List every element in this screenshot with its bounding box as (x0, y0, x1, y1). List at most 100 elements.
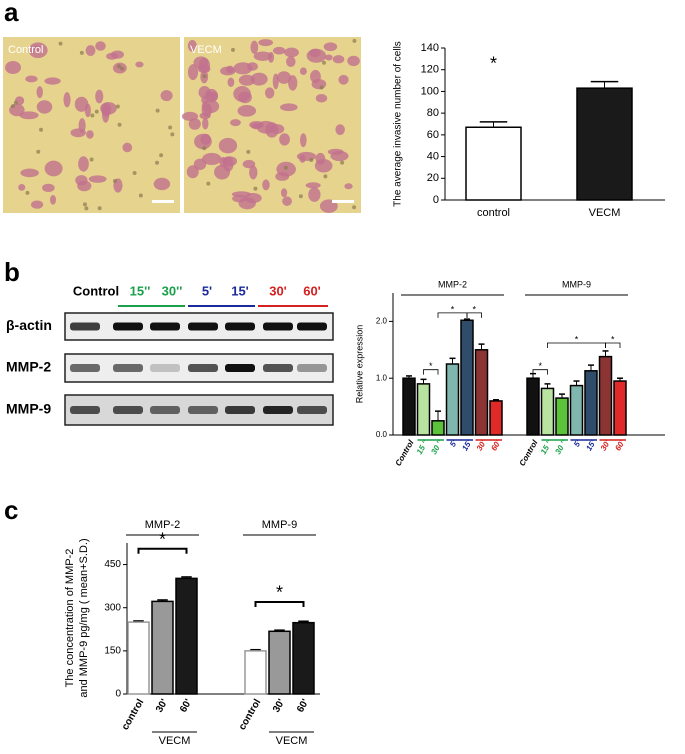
cell (246, 62, 258, 71)
cell (344, 183, 353, 190)
y-axis-label: Relative expression (354, 325, 364, 404)
band (297, 406, 327, 414)
cell (347, 55, 360, 67)
cell (44, 77, 61, 85)
significance-bracket (466, 312, 482, 318)
band (297, 322, 327, 331)
micrograph (3, 37, 180, 213)
pore (340, 160, 345, 165)
bar (292, 621, 315, 695)
cell (279, 133, 290, 146)
pore (321, 60, 326, 65)
cell (202, 117, 209, 130)
cell (202, 152, 222, 166)
y-tick-label: 0 (433, 194, 439, 206)
bar (244, 650, 267, 695)
y-axis-label: The concentration of MMP-2 (64, 549, 76, 688)
y-tick-label: 1.0 (376, 373, 388, 382)
x-tick-label: 5' (572, 438, 584, 449)
cell (276, 71, 292, 84)
band (113, 406, 143, 414)
y-tick-label: 150 (104, 645, 121, 656)
cell (275, 171, 290, 181)
band (188, 322, 218, 331)
lane-label: 5' (202, 283, 212, 298)
significance-bracket (423, 369, 439, 375)
bar (445, 363, 460, 436)
cell (332, 55, 345, 64)
cell (280, 188, 288, 198)
pore (58, 41, 63, 46)
cell (218, 137, 238, 154)
x-tick-label: control (120, 697, 147, 732)
pore (230, 47, 235, 52)
cell (227, 77, 235, 87)
pore (206, 181, 211, 186)
significance-mark: * (575, 334, 579, 344)
significance-bracket (605, 342, 621, 348)
bar (584, 370, 598, 436)
cell (299, 133, 307, 148)
cell (122, 142, 133, 153)
pore (94, 109, 99, 114)
y-tick-label: 40 (427, 150, 439, 162)
cell (49, 195, 57, 205)
significance-mark: * (538, 361, 542, 371)
image-label: VECM (190, 44, 222, 56)
lane-label: Control (73, 283, 119, 298)
cell (95, 41, 106, 51)
cell (299, 67, 307, 75)
panel-label: b (4, 257, 20, 287)
bar (175, 577, 198, 695)
category-group: VECM (276, 735, 308, 747)
pore (352, 38, 357, 43)
y-axis-label: and MMP-9 pg/mg ( mean+S.D.) (78, 538, 90, 697)
cell (85, 45, 96, 57)
significance-mark: * (611, 334, 615, 344)
bar (127, 621, 150, 695)
pore (89, 157, 94, 162)
pore (283, 165, 288, 170)
cell (18, 184, 26, 191)
cell (36, 100, 53, 114)
cell (305, 182, 321, 189)
cell (25, 75, 38, 83)
pore (97, 206, 102, 211)
cell (30, 200, 44, 209)
band (188, 364, 218, 372)
cell (233, 85, 251, 102)
cell (253, 51, 273, 61)
x-tick-label: 30' (271, 697, 287, 714)
panel-label: a (4, 0, 19, 27)
lane-label: 30'' (162, 283, 183, 298)
pore (79, 50, 84, 55)
bar (431, 420, 445, 436)
pore (168, 125, 173, 130)
band (150, 406, 180, 414)
cell (249, 165, 258, 180)
image-label: Control (8, 44, 43, 56)
group-title: MMP-2 (438, 279, 467, 289)
cell (335, 124, 345, 136)
cell (314, 159, 333, 173)
cell (77, 180, 92, 192)
cell (86, 130, 94, 139)
cell (188, 118, 201, 130)
band (263, 322, 293, 331)
y-tick-label: 120 (421, 64, 439, 76)
group-title: MMP-9 (562, 279, 591, 289)
bar (569, 384, 584, 436)
pore (298, 194, 303, 199)
cell (106, 52, 118, 60)
group-title: MMP-2 (145, 519, 180, 531)
band (225, 364, 255, 372)
y-tick-label: 100 (421, 85, 439, 97)
band (225, 322, 255, 331)
pore (170, 132, 175, 137)
cell (42, 183, 55, 193)
cell (153, 177, 171, 191)
cell (187, 64, 199, 81)
pore (25, 190, 30, 195)
band (225, 406, 255, 414)
cell (194, 133, 212, 150)
